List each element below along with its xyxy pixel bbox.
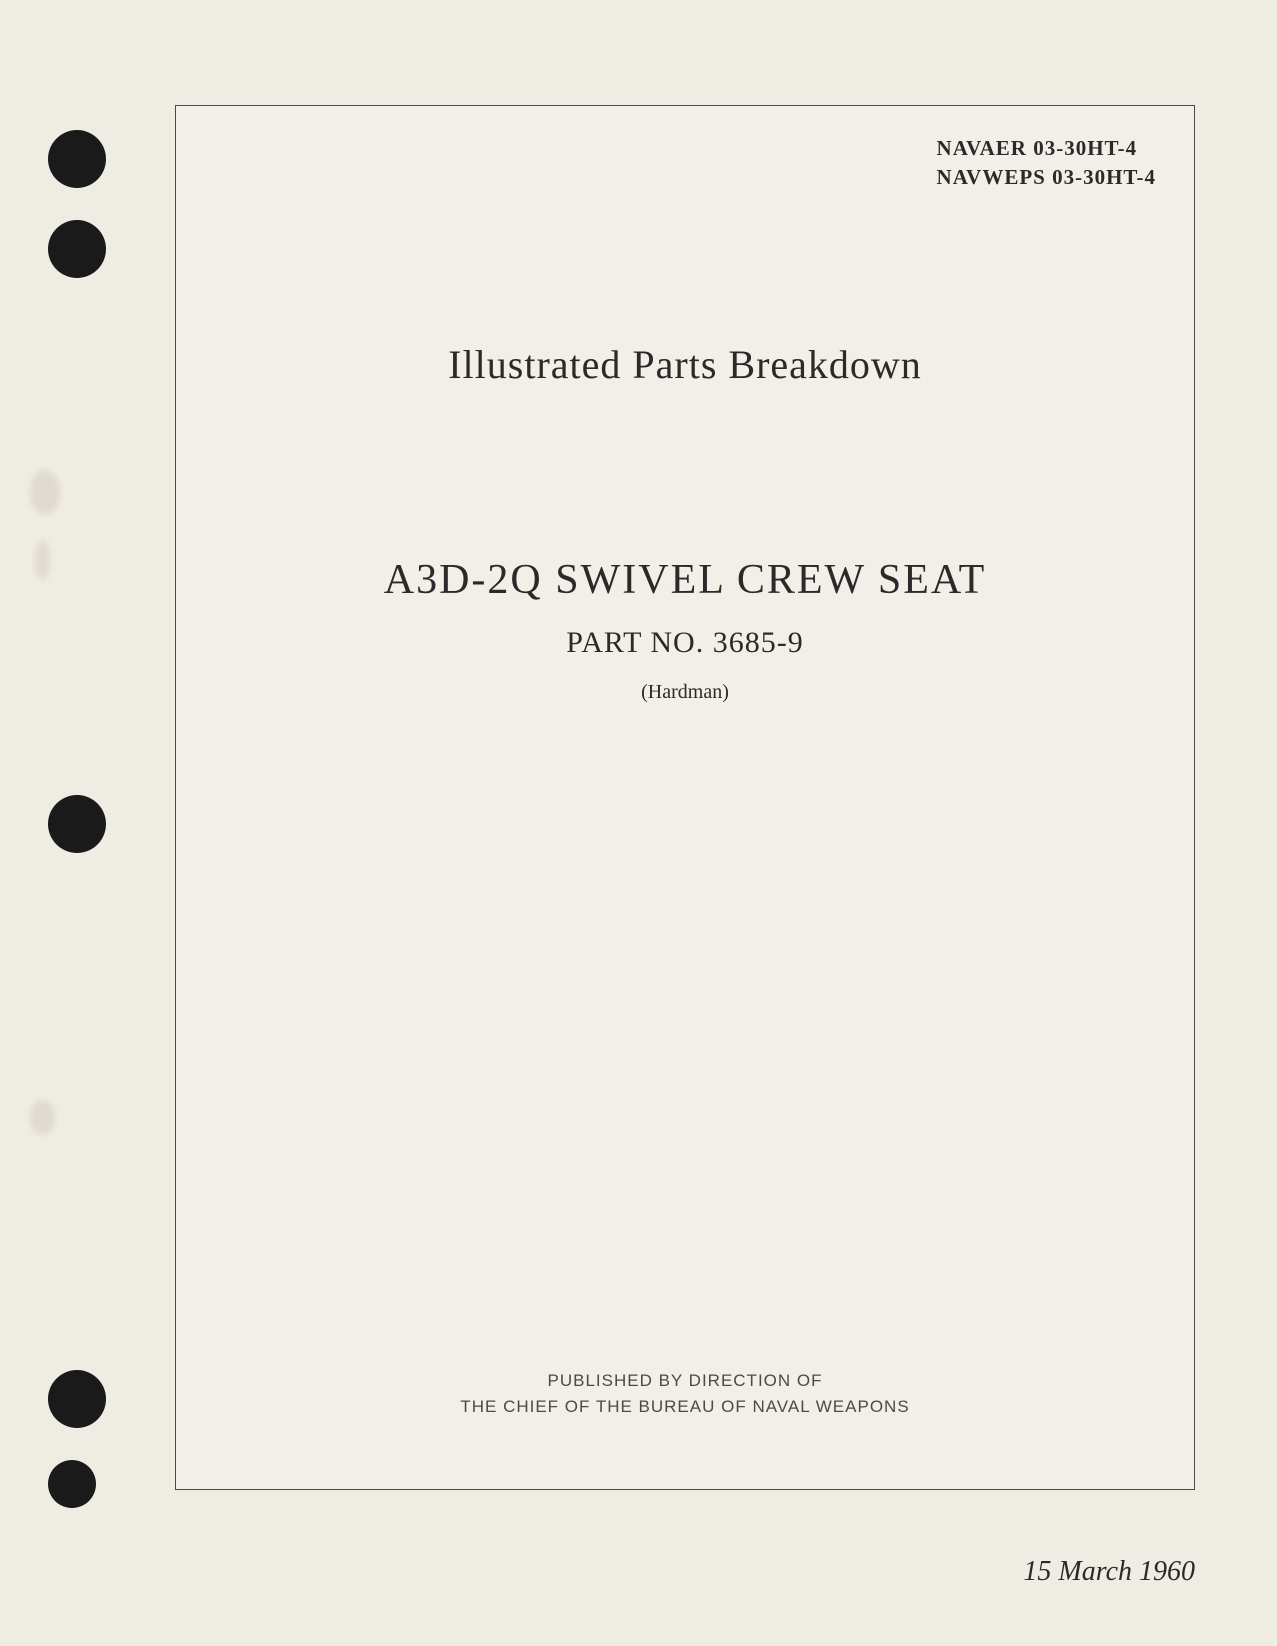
publisher-line: PUBLISHED BY DIRECTION OF bbox=[176, 1368, 1194, 1394]
publisher-line: THE CHIEF OF THE BUREAU OF NAVAL WEAPONS bbox=[176, 1394, 1194, 1420]
publication-date: 15 March 1960 bbox=[1023, 1556, 1195, 1588]
punch-hole bbox=[48, 1370, 106, 1428]
manufacturer-name: (Hardman) bbox=[176, 681, 1194, 704]
main-title: A3D-2Q SWIVEL CREW SEAT bbox=[176, 556, 1194, 604]
content-frame: NAVAER 03-30HT-4 NAVWEPS 03-30HT-4 Illus… bbox=[175, 105, 1195, 1490]
page-smudge bbox=[30, 470, 60, 515]
section-title: Illustrated Parts Breakdown bbox=[176, 341, 1194, 388]
document-numbers-block: NAVAER 03-30HT-4 NAVWEPS 03-30HT-4 bbox=[937, 134, 1156, 193]
page-smudge bbox=[30, 1100, 55, 1135]
punch-hole bbox=[48, 795, 106, 853]
punch-hole bbox=[48, 130, 106, 188]
punch-hole bbox=[48, 1460, 96, 1508]
page-smudge bbox=[35, 540, 50, 580]
publisher-block: PUBLISHED BY DIRECTION OF THE CHIEF OF T… bbox=[176, 1368, 1194, 1419]
document-number: NAVWEPS 03-30HT-4 bbox=[937, 163, 1156, 192]
punch-hole bbox=[48, 220, 106, 278]
document-number: NAVAER 03-30HT-4 bbox=[937, 134, 1156, 163]
document-page: NAVAER 03-30HT-4 NAVWEPS 03-30HT-4 Illus… bbox=[0, 0, 1277, 1646]
part-number: PART NO. 3685-9 bbox=[176, 626, 1194, 660]
